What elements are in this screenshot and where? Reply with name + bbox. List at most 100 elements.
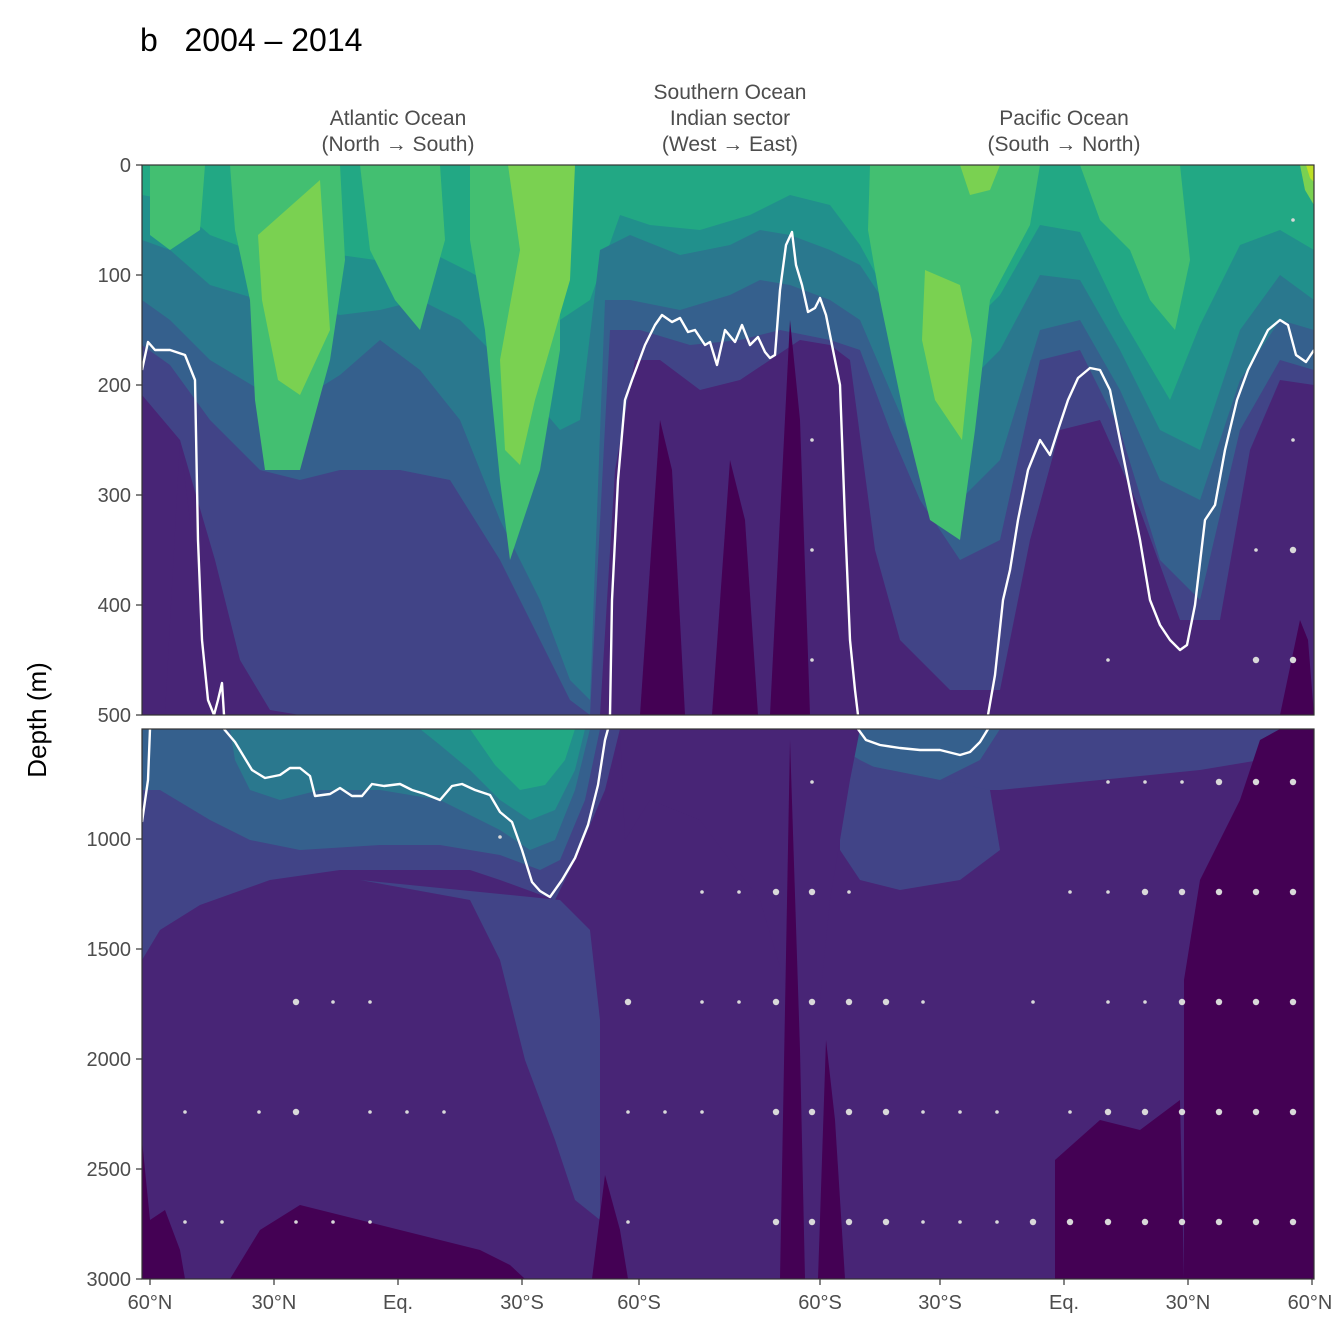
stipple-dot [1143, 780, 1147, 784]
lower-deep-1 [1055, 1100, 1184, 1279]
stipple-dot [368, 1110, 372, 1114]
upper-depth-panel [142, 165, 1314, 715]
lower-panel-border [141, 728, 1315, 1280]
y-tick-label: 300 [98, 485, 131, 507]
x-tick-label: 30°S [918, 1292, 962, 1314]
stipple-dot [810, 658, 814, 662]
stipple-dot [663, 1110, 667, 1114]
stipple-dot [220, 1220, 224, 1224]
x-tick-label: 30°N [1166, 1292, 1211, 1314]
stipple-dot [882, 1108, 890, 1116]
stipple-dot [1252, 888, 1260, 896]
stipple-dot [882, 1218, 890, 1226]
stipple-dot [958, 1220, 962, 1224]
stipple-dot [921, 1000, 925, 1004]
lower-deep-3 [818, 1040, 845, 1279]
stipple-dot [1178, 998, 1186, 1006]
stipple-dot [700, 1000, 704, 1004]
y-tick-label: 2500 [87, 1159, 132, 1181]
lower-patch-7 [820, 729, 1000, 780]
stipple-dot [1106, 890, 1110, 894]
lower-patch-1 [360, 880, 600, 1220]
stipple-dot [772, 998, 780, 1006]
lower-patch-5 [470, 729, 575, 790]
upper-spike-3 [1280, 620, 1314, 715]
stipple-dot [772, 1108, 780, 1116]
stipple-dot [921, 1110, 925, 1114]
pacific-ocean-label: Pacific Ocean (South → North) [944, 106, 1184, 158]
stipple-dot [257, 1110, 261, 1114]
contour-line-upper-2 [986, 318, 1314, 715]
stipple-dot [845, 1108, 853, 1116]
stipple-dot [700, 890, 704, 894]
stipple-dot [1289, 1218, 1297, 1226]
stipple-dot [1289, 888, 1297, 896]
stipple-dot [1068, 1110, 1072, 1114]
stipple-dot [1289, 546, 1297, 554]
stipple-dot [1291, 438, 1295, 442]
stipple-dot [1215, 778, 1223, 786]
lower-deep-0 [1184, 729, 1314, 1279]
stipple-dot [1215, 998, 1223, 1006]
stipple-dot [772, 1218, 780, 1226]
stipple-dot [847, 890, 851, 894]
upper-patch-8 [1080, 165, 1190, 330]
stipple-dot [810, 438, 814, 442]
upper-patch-11 [1306, 165, 1314, 182]
stipple-dot [1143, 1000, 1147, 1004]
stipple-dot [808, 1218, 816, 1226]
y-tick-label: 0 [120, 155, 131, 177]
y-tick-label: 400 [98, 595, 131, 617]
upper-patch-2 [258, 180, 330, 395]
stipple-dot [1252, 1108, 1260, 1116]
southern-ocean-label-line-1: Southern Ocean [653, 81, 807, 104]
lower-deep-2 [780, 740, 805, 1279]
stipple-dot [1215, 888, 1223, 896]
upper-patch-3 [360, 165, 445, 330]
x-tick-label: 60°N [128, 1292, 173, 1314]
stipple-dot [292, 998, 300, 1006]
stipple-dot [810, 780, 814, 784]
stipple-dot [1252, 656, 1260, 664]
stipple-dot [810, 548, 814, 552]
x-tick-label: 60°N [1288, 1292, 1333, 1314]
y-tick-label: 1000 [87, 829, 132, 851]
stipple-dot [1178, 1108, 1186, 1116]
stipple-dot [1141, 888, 1149, 896]
stipple-dot [921, 1220, 925, 1224]
lower-patch-8 [840, 760, 1000, 890]
stipple-dot [626, 1110, 630, 1114]
lower-depth-panel [142, 729, 1314, 1279]
y-tick-label: 100 [98, 265, 131, 287]
stipple-dot [1252, 778, 1260, 786]
stipple-dot [1141, 1218, 1149, 1226]
y-tick-label: 3000 [87, 1269, 132, 1291]
stipple-dot [808, 1108, 816, 1116]
contour-line-lower-2 [857, 729, 990, 757]
stipple-dot [1252, 998, 1260, 1006]
axes: 01002003004005001000150020002500300060°N… [87, 155, 1333, 1314]
stipple-dot [1289, 998, 1297, 1006]
stipple-dot [292, 1108, 300, 1116]
southern-ocean-label-line-3: (West → East) [661, 133, 799, 156]
stipple-dot [845, 1218, 853, 1226]
stipple-dot [737, 1000, 741, 1004]
stipple-dot [368, 1220, 372, 1224]
x-tick-label: Eq. [383, 1292, 413, 1314]
x-tick-label: 30°N [252, 1292, 297, 1314]
stipple-dot [808, 888, 816, 896]
contour-line-lower-1 [223, 729, 610, 899]
lower-deep-5 [230, 1205, 525, 1279]
pacific-ocean-label-line-1: Pacific Ocean [999, 107, 1129, 130]
y-tick-label: 2000 [87, 1049, 132, 1071]
stipple-dot [1106, 658, 1110, 662]
stipple-dot [624, 998, 632, 1006]
stipple-dot [1180, 780, 1184, 784]
stipple-dot [1252, 1218, 1260, 1226]
stipple-dot [772, 888, 780, 896]
x-tick-label: 60°S [617, 1292, 661, 1314]
stipple-dot [1029, 1218, 1037, 1226]
stipple-dot [1289, 656, 1297, 664]
stipple-dot [1066, 1218, 1074, 1226]
